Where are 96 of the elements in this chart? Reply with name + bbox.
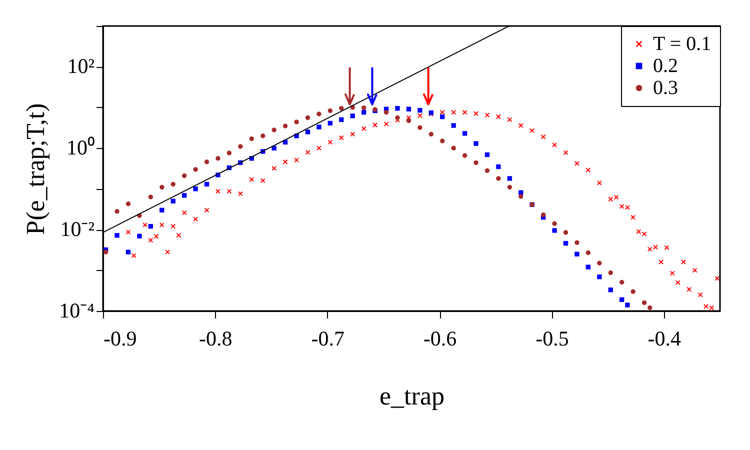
point	[282, 124, 288, 128]
x-tick-label: -0.5	[536, 326, 569, 350]
point	[625, 302, 630, 308]
y-tick-label: 10⁻²	[60, 217, 94, 242]
point	[406, 106, 412, 112]
legend-label: 0.2	[653, 55, 678, 77]
point	[126, 201, 131, 206]
point	[204, 182, 210, 187]
point	[182, 173, 187, 178]
point	[170, 198, 176, 204]
point	[484, 152, 490, 158]
point	[440, 114, 445, 120]
x-tick-label: -0.7	[311, 326, 344, 350]
point	[563, 240, 568, 246]
point	[204, 160, 210, 164]
point	[137, 234, 142, 238]
point	[193, 186, 198, 192]
point	[350, 114, 355, 118]
point	[474, 160, 478, 165]
point	[305, 115, 310, 120]
point	[249, 136, 254, 142]
point	[608, 288, 613, 292]
point	[428, 132, 434, 137]
point	[406, 118, 412, 124]
point	[272, 146, 276, 150]
point	[384, 110, 389, 115]
x-tick-label: -0.4	[648, 326, 682, 350]
y-tick-label: 10²	[67, 54, 94, 78]
point	[361, 105, 366, 110]
point	[563, 230, 568, 235]
point	[339, 117, 344, 122]
point	[440, 138, 445, 144]
point	[552, 221, 557, 226]
point	[462, 131, 468, 136]
point	[148, 194, 154, 200]
point	[507, 176, 512, 181]
point	[328, 108, 333, 114]
x-tick-label: -0.8	[199, 326, 232, 350]
point	[540, 212, 546, 218]
point	[496, 164, 501, 170]
point	[216, 156, 220, 161]
point	[642, 300, 647, 306]
point	[630, 289, 636, 294]
point	[574, 252, 580, 256]
point	[114, 209, 120, 214]
point	[597, 274, 602, 280]
point	[395, 106, 400, 111]
point	[574, 240, 580, 245]
legend-label: T = 0.1	[653, 33, 712, 55]
point	[316, 112, 322, 116]
point	[226, 150, 232, 156]
point	[451, 146, 456, 150]
y-tick-label: 10⁰	[66, 136, 94, 160]
point	[552, 228, 557, 233]
point	[148, 224, 154, 229]
point	[126, 250, 131, 254]
point	[586, 250, 591, 256]
y-axis-title: P(e_trap;T,t)	[21, 103, 50, 235]
point	[238, 144, 243, 149]
y-tick-label: 10⁻⁴	[59, 298, 94, 322]
legend-label: 0.3	[653, 77, 678, 99]
point	[294, 120, 299, 124]
point	[518, 194, 524, 199]
point	[114, 233, 120, 238]
point	[182, 193, 187, 198]
point	[328, 120, 333, 126]
point	[597, 260, 602, 266]
x-tick-label: -0.6	[423, 326, 457, 350]
point	[474, 141, 478, 146]
point	[608, 270, 613, 276]
point	[193, 167, 198, 172]
point	[586, 264, 591, 270]
point	[339, 106, 344, 111]
x-axis-title: e_trap	[380, 382, 444, 410]
point	[170, 182, 176, 187]
point	[518, 190, 524, 195]
point	[507, 184, 512, 190]
point	[260, 134, 266, 138]
point	[103, 250, 108, 254]
x-tick-label: -0.9	[104, 326, 137, 350]
point	[305, 130, 310, 134]
point	[361, 110, 366, 115]
point	[418, 125, 422, 130]
point	[619, 280, 624, 285]
point	[451, 123, 456, 128]
point	[160, 184, 164, 190]
point	[648, 305, 652, 310]
point	[316, 124, 322, 130]
point	[496, 176, 501, 181]
point	[418, 108, 422, 113]
point	[395, 115, 400, 120]
point	[619, 297, 624, 302]
point	[484, 168, 490, 173]
point	[272, 128, 276, 132]
point	[462, 153, 468, 158]
point	[160, 208, 164, 212]
